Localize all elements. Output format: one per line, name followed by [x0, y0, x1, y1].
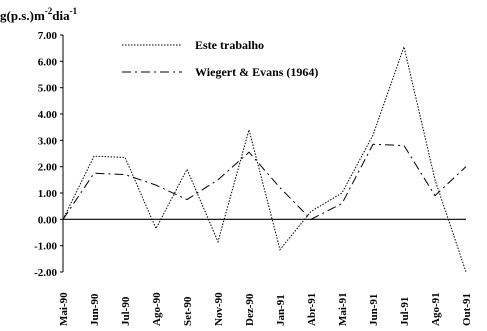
y-tick-label: -1.00 [34, 241, 57, 253]
x-tick-label: Jul-91 [399, 297, 411, 326]
y-tick-label: 7.00 [38, 30, 58, 42]
y-tick-label: 4.00 [38, 109, 58, 121]
y-tick-label: 2.00 [38, 162, 58, 174]
x-tick-label: Ago-91 [430, 292, 442, 326]
x-tick-label: Nov-90 [213, 292, 225, 326]
y-tick-label: -2.00 [34, 267, 57, 279]
x-tick-label: Jun-90 [89, 293, 101, 326]
x-tick-label: Jan-91 [275, 294, 287, 326]
x-tick-label: Ago-90 [151, 292, 163, 326]
y-tick-label: 3.00 [38, 135, 58, 147]
y-tick-label: 1.00 [38, 188, 58, 200]
x-tick-label: Jul-90 [120, 296, 132, 326]
x-tick-label: Jun-91 [368, 294, 380, 326]
legend-label: Wiegert & Evans (1964) [195, 65, 318, 79]
x-tick-label: Abr-91 [306, 293, 318, 326]
x-tick-label: Dez-90 [244, 293, 256, 326]
x-tick-label: Mai-90 [58, 292, 70, 326]
y-tick-label: 5.00 [38, 83, 58, 95]
x-tick-label: Mai-91 [337, 292, 349, 326]
x-tick-label: Out-91 [461, 293, 473, 326]
legend-label: Este trabalho [195, 38, 264, 52]
y-axis-label: g(p.s.)m-2dia-1 [0, 6, 78, 23]
x-tick-label: Set-90 [182, 296, 194, 326]
series-line [62, 45, 467, 273]
y-tick-label: 0.00 [38, 214, 58, 226]
series-line [62, 143, 467, 220]
y-tick-label: 6.00 [38, 56, 58, 68]
